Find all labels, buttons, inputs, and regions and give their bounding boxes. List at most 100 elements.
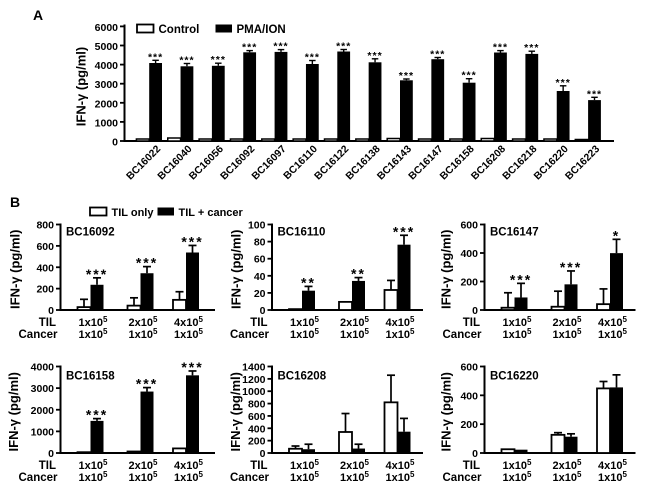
svg-text:***: *** [430, 49, 445, 61]
svg-text:1x105: 1x105 [79, 470, 108, 484]
svg-text:Cancer: Cancer [19, 329, 59, 341]
svg-text:***: *** [399, 70, 414, 82]
svg-text:Cancer: Cancer [19, 472, 59, 484]
svg-text:TIL: TIL [39, 317, 56, 329]
svg-text:TIL: TIL [463, 317, 480, 329]
svg-text:1x105: 1x105 [553, 327, 582, 341]
svg-text:BC16147: BC16147 [490, 227, 539, 239]
svg-text:***: *** [136, 255, 158, 271]
svg-text:PMA/ION: PMA/ION [237, 24, 286, 36]
svg-text:***: *** [181, 233, 203, 249]
svg-text:5000: 5000 [95, 41, 119, 53]
svg-text:4000: 4000 [95, 60, 119, 72]
svg-text:**: ** [301, 274, 316, 290]
svg-text:***: *** [181, 359, 203, 375]
svg-text:1400: 1400 [242, 362, 266, 374]
svg-text:2000: 2000 [95, 98, 119, 110]
svg-text:2x105: 2x105 [129, 315, 158, 329]
svg-text:***: *** [524, 42, 539, 54]
svg-text:0: 0 [112, 137, 118, 149]
svg-text:1x105: 1x105 [598, 327, 627, 341]
svg-text:1x105: 1x105 [503, 315, 532, 329]
svg-text:***: *** [305, 52, 320, 64]
svg-text:***: *** [86, 266, 108, 282]
svg-text:400: 400 [248, 423, 266, 435]
svg-text:1x105: 1x105 [290, 315, 319, 329]
svg-text:60: 60 [254, 254, 266, 266]
svg-text:6000: 6000 [95, 22, 119, 34]
svg-text:4x105: 4x105 [174, 315, 203, 329]
svg-text:1x105: 1x105 [290, 327, 319, 341]
svg-text:400: 400 [460, 390, 478, 402]
svg-text:***: *** [493, 42, 508, 54]
svg-text:1x105: 1x105 [290, 458, 319, 472]
svg-text:IFN-γ (pg/ml): IFN-γ (pg/ml) [6, 372, 21, 451]
svg-text:2x105: 2x105 [129, 458, 158, 472]
svg-text:1000: 1000 [242, 386, 266, 398]
svg-text:4000: 4000 [31, 362, 55, 374]
svg-text:IFN-γ (pg/ml): IFN-γ (pg/ml) [229, 230, 244, 309]
svg-text:0: 0 [472, 305, 478, 317]
svg-text:BC16158: BC16158 [66, 371, 115, 383]
svg-text:TIL: TIL [463, 460, 480, 472]
svg-text:2x105: 2x105 [340, 458, 369, 472]
svg-text:1x105: 1x105 [340, 327, 369, 341]
svg-text:Cancer: Cancer [230, 472, 270, 484]
svg-text:IFN-γ (pg/ml): IFN-γ (pg/ml) [228, 372, 243, 451]
svg-text:1x105: 1x105 [174, 470, 203, 484]
svg-text:600: 600 [248, 411, 266, 423]
svg-text:TIL only: TIL only [112, 207, 155, 219]
svg-text:0: 0 [472, 448, 478, 460]
svg-text:1x105: 1x105 [386, 470, 415, 484]
svg-text:200: 200 [460, 277, 478, 289]
svg-text:***: *** [587, 88, 602, 100]
svg-text:A: A [33, 7, 43, 23]
svg-text:BC16110: BC16110 [278, 227, 326, 239]
svg-text:1x105: 1x105 [503, 458, 532, 472]
svg-text:80: 80 [254, 237, 266, 249]
svg-text:0: 0 [48, 305, 54, 317]
svg-text:***: *** [179, 55, 194, 67]
svg-text:1x105: 1x105 [129, 327, 158, 341]
svg-text:4x105: 4x105 [174, 458, 203, 472]
svg-text:2x105: 2x105 [340, 315, 369, 329]
svg-text:1x105: 1x105 [79, 315, 108, 329]
svg-text:1000: 1000 [95, 117, 119, 129]
svg-text:0: 0 [260, 448, 266, 460]
svg-text:800: 800 [248, 399, 266, 411]
svg-text:4x105: 4x105 [598, 458, 627, 472]
svg-text:4x105: 4x105 [386, 458, 415, 472]
svg-text:IFN-γ (pg/ml): IFN-γ (pg/ml) [439, 372, 454, 451]
svg-text:1x105: 1x105 [553, 470, 582, 484]
svg-text:1x105: 1x105 [598, 470, 627, 484]
svg-text:BC16092: BC16092 [66, 227, 115, 239]
svg-text:***: *** [273, 41, 288, 53]
svg-text:***: *** [211, 54, 226, 66]
svg-text:600: 600 [460, 220, 478, 232]
svg-text:TIL: TIL [250, 317, 267, 329]
svg-text:1x105: 1x105 [340, 470, 369, 484]
svg-text:400: 400 [36, 262, 54, 274]
svg-text:***: *** [510, 271, 532, 287]
svg-text:Cancer: Cancer [230, 329, 270, 341]
svg-text:200: 200 [36, 284, 54, 296]
svg-text:1x105: 1x105 [386, 327, 415, 341]
svg-text:1x105: 1x105 [503, 327, 532, 341]
svg-text:400: 400 [460, 248, 478, 260]
svg-text:IFN-γ (pg/ml): IFN-γ (pg/ml) [439, 230, 454, 309]
svg-text:3000: 3000 [31, 383, 55, 395]
svg-text:**: ** [351, 266, 366, 282]
svg-text:Control: Control [159, 24, 200, 36]
svg-text:B: B [10, 194, 20, 210]
svg-text:***: *** [461, 70, 476, 82]
svg-text:4x105: 4x105 [598, 315, 627, 329]
svg-text:***: *** [367, 50, 382, 62]
svg-text:Cancer: Cancer [443, 472, 483, 484]
svg-text:200: 200 [460, 419, 478, 431]
svg-text:TIL: TIL [250, 460, 267, 472]
svg-text:4x105: 4x105 [386, 315, 415, 329]
svg-text:TIL: TIL [39, 460, 56, 472]
svg-text:TIL + cancer: TIL + cancer [179, 207, 244, 219]
svg-text:0: 0 [260, 305, 266, 317]
svg-text:***: *** [148, 51, 163, 63]
